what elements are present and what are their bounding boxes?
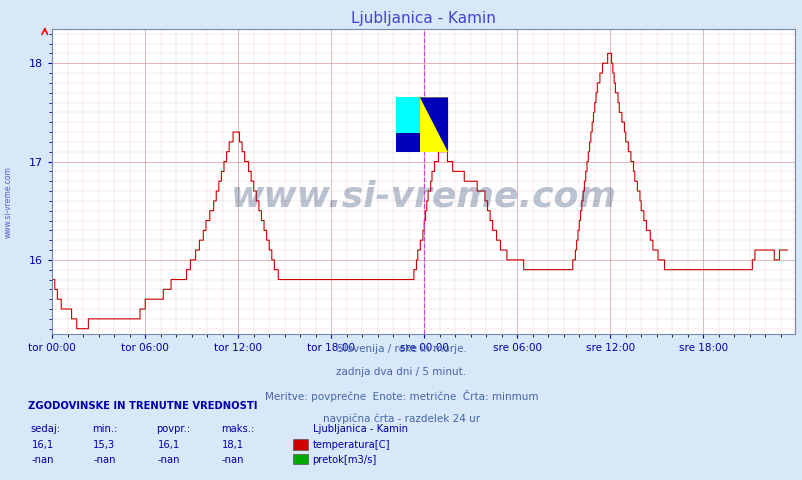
Title: Ljubljanica - Kamin: Ljubljanica - Kamin — [350, 11, 496, 26]
Text: 18,1: 18,1 — [221, 440, 244, 450]
Text: maks.:: maks.: — [221, 424, 253, 434]
Text: pretok[m3/s]: pretok[m3/s] — [312, 455, 376, 465]
Text: Slovenija / reke in morje.: Slovenija / reke in morje. — [336, 344, 466, 354]
Text: povpr.:: povpr.: — [156, 424, 190, 434]
Text: 16,1: 16,1 — [31, 440, 54, 450]
Text: -nan: -nan — [221, 455, 244, 465]
Text: temperatura[C]: temperatura[C] — [312, 440, 390, 450]
Text: www.si-vreme.com: www.si-vreme.com — [3, 166, 13, 238]
Text: min.:: min.: — [92, 424, 118, 434]
Text: zadnja dva dni / 5 minut.: zadnja dva dni / 5 minut. — [336, 367, 466, 377]
Text: ZGODOVINSKE IN TRENUTNE VREDNOSTI: ZGODOVINSKE IN TRENUTNE VREDNOSTI — [28, 401, 257, 411]
Text: -nan: -nan — [157, 455, 180, 465]
Text: 16,1: 16,1 — [157, 440, 180, 450]
Text: 15,3: 15,3 — [93, 440, 115, 450]
Text: Ljubljanica - Kamin: Ljubljanica - Kamin — [313, 424, 407, 434]
Text: sedaj:: sedaj: — [30, 424, 60, 434]
Text: -nan: -nan — [31, 455, 54, 465]
Text: www.si-vreme.com: www.si-vreme.com — [230, 180, 616, 214]
Text: -nan: -nan — [93, 455, 115, 465]
Text: Meritve: povprečne  Enote: metrične  Črta: minmum: Meritve: povprečne Enote: metrične Črta:… — [265, 390, 537, 402]
Text: navpična črta - razdelek 24 ur: navpična črta - razdelek 24 ur — [322, 413, 480, 424]
